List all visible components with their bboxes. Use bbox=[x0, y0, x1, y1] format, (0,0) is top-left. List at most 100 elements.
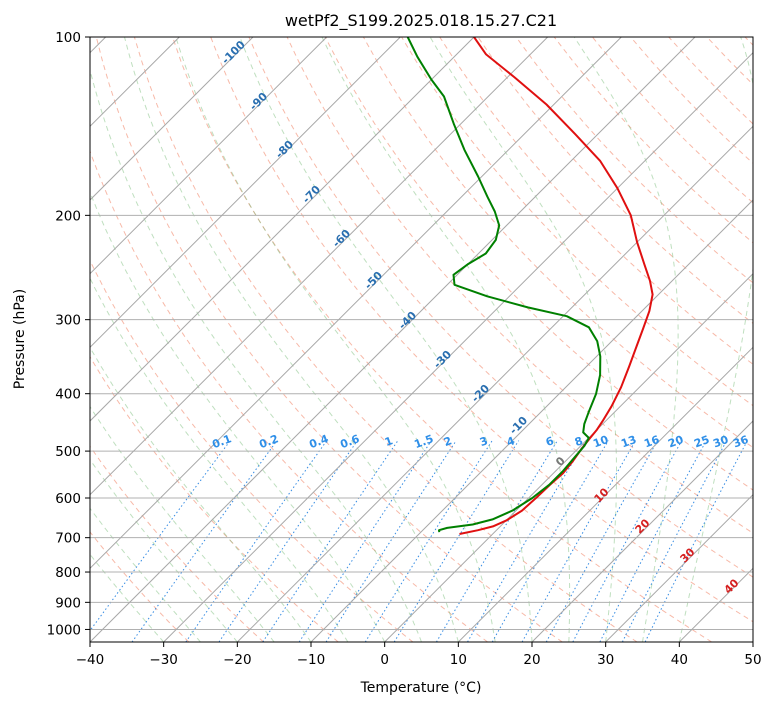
mixing-ratio-line bbox=[185, 440, 328, 642]
isotherm-line bbox=[384, 272, 753, 642]
moist-adiabat-label: 30 bbox=[678, 545, 698, 565]
x-tick-label: −40 bbox=[76, 652, 105, 668]
dry-adiabat-line bbox=[477, 37, 753, 324]
mixing-ratio-label: 2 bbox=[442, 434, 454, 449]
moist-adiabat-label: 20 bbox=[633, 516, 653, 536]
mixing-ratio-label: 4 bbox=[505, 434, 517, 449]
dry-adiabat-line bbox=[515, 37, 753, 284]
x-tick-label: 20 bbox=[523, 652, 540, 668]
isotherm-label: -10 bbox=[507, 414, 530, 437]
mixing-ratio-label: 20 bbox=[666, 433, 685, 451]
skewed-isotherms bbox=[90, 37, 753, 642]
y-tick-label: 400 bbox=[55, 387, 81, 403]
isotherm-label: -30 bbox=[431, 348, 454, 371]
background-line-labels: -100 -90 -80-70 -60 -50 -40 -30 -20 -10 0.1 0.2 0.4… bbox=[210, 38, 750, 597]
isotherm-label: -80 bbox=[273, 138, 296, 161]
dry-adiabat-line bbox=[248, 37, 753, 578]
y-tick-label: 800 bbox=[55, 565, 81, 581]
dry-adiabat-line bbox=[744, 37, 753, 46]
moist-adiabat-line bbox=[175, 37, 496, 642]
x-axis-label: Temperature (°C) bbox=[360, 680, 482, 696]
chart-title: wetPf2_S199.2025.018.15.27.C21 bbox=[285, 11, 557, 31]
mixing-ratio-label: 0.6 bbox=[338, 432, 361, 451]
mixing-ratio-label: 36 bbox=[731, 433, 750, 451]
temperature-profile-line bbox=[459, 37, 654, 535]
moist-adiabat-line bbox=[90, 553, 165, 642]
y-tick-label: 700 bbox=[55, 531, 81, 547]
mixing-ratio-label: 8 bbox=[573, 434, 585, 449]
mixing-ratio-label: 30 bbox=[711, 433, 730, 451]
moist-adiabat-line bbox=[90, 346, 312, 642]
mixing-ratio-line bbox=[599, 440, 707, 642]
isotherm-label: -60 bbox=[330, 227, 353, 250]
dry-adiabat-line bbox=[210, 37, 753, 623]
x-tick-label: 30 bbox=[597, 652, 614, 668]
x-tick-label: −10 bbox=[297, 652, 326, 668]
mixing-ratio-line bbox=[298, 440, 432, 642]
mixing-ratio-label: 0.1 bbox=[210, 432, 233, 451]
isotherm-line bbox=[90, 37, 401, 349]
isotherm-line bbox=[90, 37, 696, 642]
x-tick-label: −20 bbox=[223, 652, 252, 668]
isotherm-line bbox=[163, 51, 753, 642]
mixing-ratio-label: 10 bbox=[591, 433, 610, 451]
mixing-ratio-label: 13 bbox=[619, 433, 638, 450]
dry-adiabat-line bbox=[90, 531, 190, 642]
dry-adiabat-line bbox=[90, 355, 339, 642]
moist-adiabat-label: 40 bbox=[722, 576, 742, 596]
isotherm-label: -50 bbox=[362, 269, 385, 292]
background-lines bbox=[90, 37, 753, 642]
x-tick-label: −30 bbox=[149, 652, 178, 668]
mixing-ratio-line bbox=[545, 440, 659, 642]
sounding-profiles bbox=[406, 37, 654, 535]
mixing-ratio-label: 6 bbox=[544, 434, 556, 449]
isotherm-label: -90 bbox=[247, 90, 270, 113]
y-tick-label: 500 bbox=[55, 444, 81, 460]
isotherm-line bbox=[752, 641, 753, 642]
moist-adiabat-line bbox=[90, 68, 422, 642]
isotherm-label: -20 bbox=[469, 382, 492, 405]
mixing-ratio-label: 1 bbox=[383, 434, 395, 449]
isotherm-line bbox=[90, 37, 328, 275]
moist-adiabat-line bbox=[321, 37, 571, 642]
moist-adiabat-line bbox=[90, 507, 201, 642]
isotherm-line bbox=[605, 493, 753, 642]
y-axis-ticks: 100 200 300 400 500 600 700 800 900 1000 bbox=[47, 30, 90, 638]
isotherm-line bbox=[457, 346, 753, 642]
isotherm-line bbox=[90, 37, 549, 496]
dry-adiabat-line bbox=[172, 37, 712, 642]
isotherm-line bbox=[310, 199, 753, 642]
mixing-ratio-line bbox=[262, 440, 399, 642]
mixing-ratio-line bbox=[364, 440, 493, 642]
y-tick-label: 1000 bbox=[47, 622, 81, 638]
isotherm-label: -100 bbox=[219, 38, 248, 67]
moist-adiabat-line bbox=[90, 190, 386, 642]
y-axis-label: Pressure (hPa) bbox=[12, 289, 28, 389]
dry-adiabat-line bbox=[90, 259, 414, 642]
mixing-ratio-line bbox=[325, 440, 457, 642]
mixing-ratio-line bbox=[90, 440, 231, 632]
moist-adiabat-line bbox=[124, 37, 459, 642]
mixing-ratio-line bbox=[131, 440, 278, 642]
moist-adiabat-line bbox=[90, 458, 238, 642]
isotherm-line bbox=[236, 125, 753, 642]
y-tick-label: 200 bbox=[55, 208, 81, 224]
mixing-ratio-label: 1.5 bbox=[412, 432, 435, 451]
x-tick-label: 0 bbox=[380, 652, 389, 668]
x-axis-ticks: −40 −30 −20 −10 0 10 20 30 40 50 bbox=[76, 642, 762, 668]
dry-adiabat-line bbox=[95, 37, 563, 642]
dry-adiabat-line bbox=[133, 37, 638, 642]
mixing-ratio-line bbox=[435, 440, 558, 642]
dry-adiabat-line bbox=[401, 37, 753, 407]
dewpoint-profile-line bbox=[406, 37, 602, 533]
moist-adiabat-label: 10 bbox=[592, 485, 612, 505]
y-tick-label: 300 bbox=[55, 313, 81, 329]
moist-adiabat-line bbox=[90, 277, 349, 642]
mixing-ratio-label: 0.2 bbox=[257, 432, 280, 451]
plot-frame bbox=[89, 36, 754, 643]
mixing-ratio-line bbox=[521, 440, 637, 642]
dry-adiabat-line bbox=[706, 37, 753, 86]
moist-adiabat-line bbox=[429, 37, 617, 642]
y-tick-label: 900 bbox=[55, 595, 81, 611]
mixing-ratio-label: 25 bbox=[692, 433, 711, 450]
